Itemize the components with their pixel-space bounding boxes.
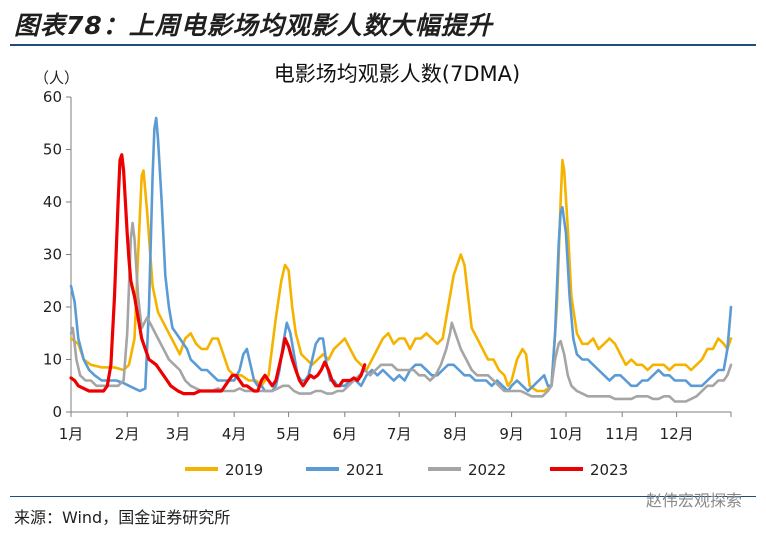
x-tick-label: 9月 xyxy=(499,425,524,443)
y-axis: 0 10 20 30 40 50 60 xyxy=(43,88,72,421)
figure-title: 图表78：上周电影场均观影人数大幅提升 xyxy=(14,11,493,40)
x-tick-label: 8月 xyxy=(443,425,468,443)
series-line-2023 xyxy=(69,153,367,396)
x-tick-label: 7月 xyxy=(387,425,412,443)
y-tick-label: 40 xyxy=(43,193,62,211)
title-rule xyxy=(10,44,756,46)
x-tick-label: 10月 xyxy=(549,425,583,443)
x-tick-label: 4月 xyxy=(222,425,247,443)
x-tick-label: 12月 xyxy=(660,425,694,443)
series-line-2022 xyxy=(69,221,733,403)
series-line-2019 xyxy=(69,158,733,393)
legend-label-2023: 2023 xyxy=(590,461,628,479)
y-tick-label: 20 xyxy=(43,298,62,316)
series-line-2021 xyxy=(69,116,733,393)
y-tick-label: 50 xyxy=(43,141,62,159)
y-tick-label: 30 xyxy=(43,246,62,264)
x-tick-label: 1月 xyxy=(59,425,84,443)
x-tick-label: 11月 xyxy=(605,425,639,443)
legend-label-2022: 2022 xyxy=(468,461,506,479)
chart-title: 电影场均观影人数(7DMA) xyxy=(274,62,520,86)
x-tick-label: 3月 xyxy=(166,425,191,443)
x-tick-label: 6月 xyxy=(333,425,358,443)
x-axis: 1月 2月 3月 4月 5月 6月 7月 8月 9月 10月 11月 12月 xyxy=(59,411,732,443)
x-tick-label: 2月 xyxy=(115,425,140,443)
watermark: 赵伟宏观探索 xyxy=(645,491,742,510)
y-tick-label: 60 xyxy=(43,88,62,106)
y-tick-label: 10 xyxy=(43,351,62,369)
legend: 2019 2021 2022 2023 xyxy=(185,461,628,479)
series-group xyxy=(69,116,733,403)
y-axis-unit-label: （人） xyxy=(34,69,79,87)
y-tick-label: 0 xyxy=(52,403,62,421)
legend-label-2019: 2019 xyxy=(225,461,263,479)
footer-rule xyxy=(10,496,756,497)
legend-label-2021: 2021 xyxy=(346,461,384,479)
x-tick-label: 5月 xyxy=(276,425,301,443)
source-note: 来源：Wind，国金证券研究所 xyxy=(14,508,231,527)
